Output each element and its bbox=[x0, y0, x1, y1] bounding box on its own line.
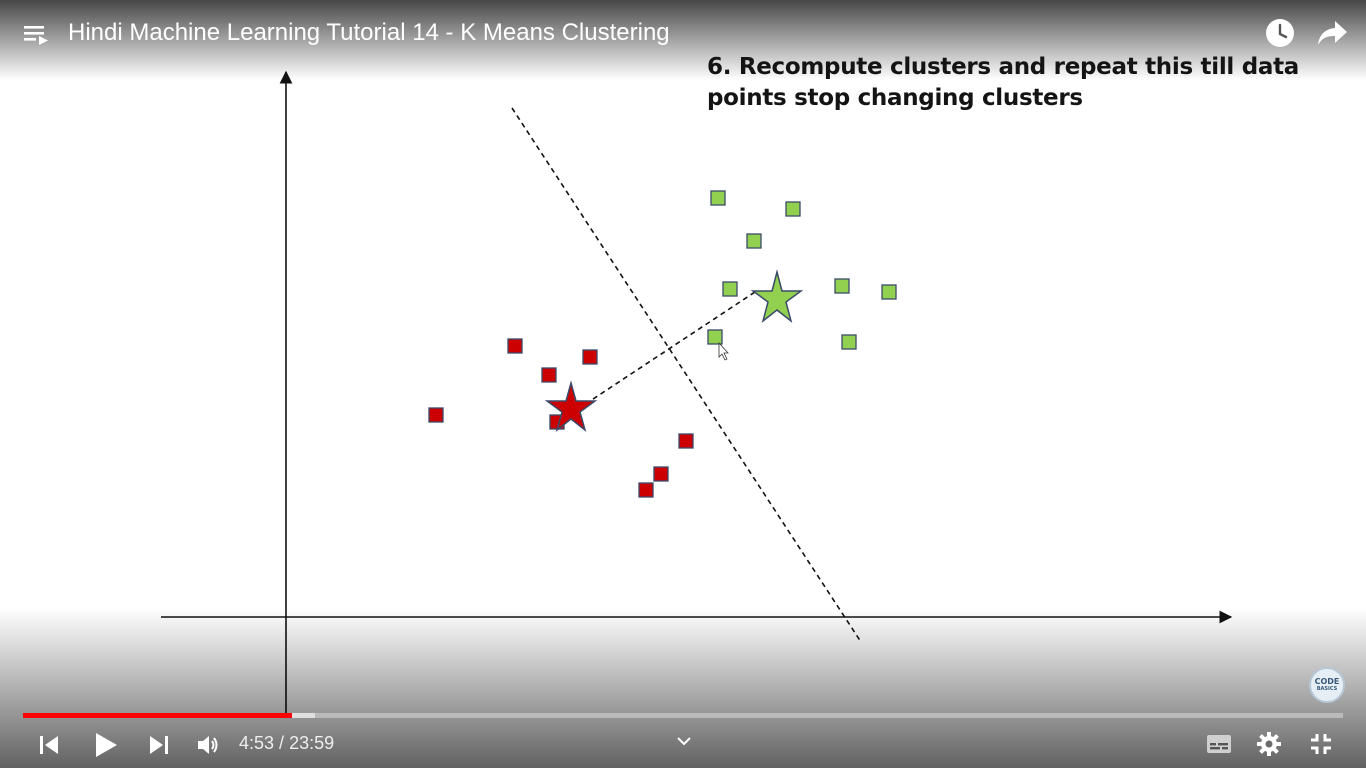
progress-track bbox=[23, 713, 1343, 718]
chevron-down-icon[interactable] bbox=[676, 734, 692, 746]
top-bar: Hindi Machine Learning Tutorial 14 - K M… bbox=[0, 0, 1366, 70]
time-separator: / bbox=[279, 733, 285, 753]
red-centroid-star-icon bbox=[544, 380, 598, 433]
gear-icon[interactable] bbox=[1257, 732, 1281, 756]
video-title[interactable]: Hindi Machine Learning Tutorial 14 - K M… bbox=[68, 19, 670, 46]
red-data-point bbox=[638, 482, 654, 498]
red-data-point bbox=[582, 349, 598, 365]
bottom-shade bbox=[0, 608, 1366, 768]
duration: 23:59 bbox=[289, 733, 335, 753]
green-data-point bbox=[841, 334, 857, 350]
share-icon[interactable] bbox=[1316, 19, 1348, 47]
subtitles-icon[interactable] bbox=[1206, 733, 1232, 755]
volume-icon[interactable] bbox=[196, 733, 220, 757]
green-data-point bbox=[785, 201, 801, 217]
player-controls: 4:53/23:59 bbox=[0, 722, 1366, 768]
next-icon[interactable] bbox=[148, 734, 170, 756]
play-icon[interactable] bbox=[93, 731, 119, 759]
green-data-point bbox=[746, 233, 762, 249]
decision-boundary-line bbox=[511, 107, 862, 643]
playlist-icon[interactable] bbox=[24, 24, 52, 46]
green-data-point bbox=[707, 329, 723, 345]
red-data-point bbox=[428, 407, 444, 423]
green-data-point bbox=[722, 281, 738, 297]
previous-icon[interactable] bbox=[38, 734, 60, 756]
exit-fullscreen-icon[interactable] bbox=[1309, 732, 1333, 756]
progress-played bbox=[23, 713, 293, 718]
progress-bar[interactable] bbox=[23, 713, 1343, 718]
clock-icon[interactable] bbox=[1265, 18, 1295, 48]
red-data-point bbox=[678, 433, 694, 449]
time-display: 4:53/23:59 bbox=[239, 733, 334, 754]
codebasics-logo: CODE BASICS bbox=[1309, 667, 1345, 703]
slide-heading: 6. Recompute clusters and repeat this ti… bbox=[707, 54, 1300, 111]
top-shade bbox=[0, 0, 1366, 80]
red-data-point bbox=[653, 466, 669, 482]
mouse-cursor-icon bbox=[718, 341, 729, 361]
logo-text-line1: CODE bbox=[1314, 677, 1340, 686]
green-data-point bbox=[834, 278, 850, 294]
logo-text-line2: BASICS bbox=[1316, 686, 1338, 692]
green-data-point bbox=[881, 284, 897, 300]
centroid-connector-line bbox=[577, 289, 759, 410]
red-data-point bbox=[541, 367, 557, 383]
green-data-point bbox=[710, 190, 726, 206]
green-centroid-star-icon bbox=[750, 269, 804, 323]
current-time: 4:53 bbox=[239, 733, 275, 753]
red-data-point bbox=[507, 338, 523, 354]
